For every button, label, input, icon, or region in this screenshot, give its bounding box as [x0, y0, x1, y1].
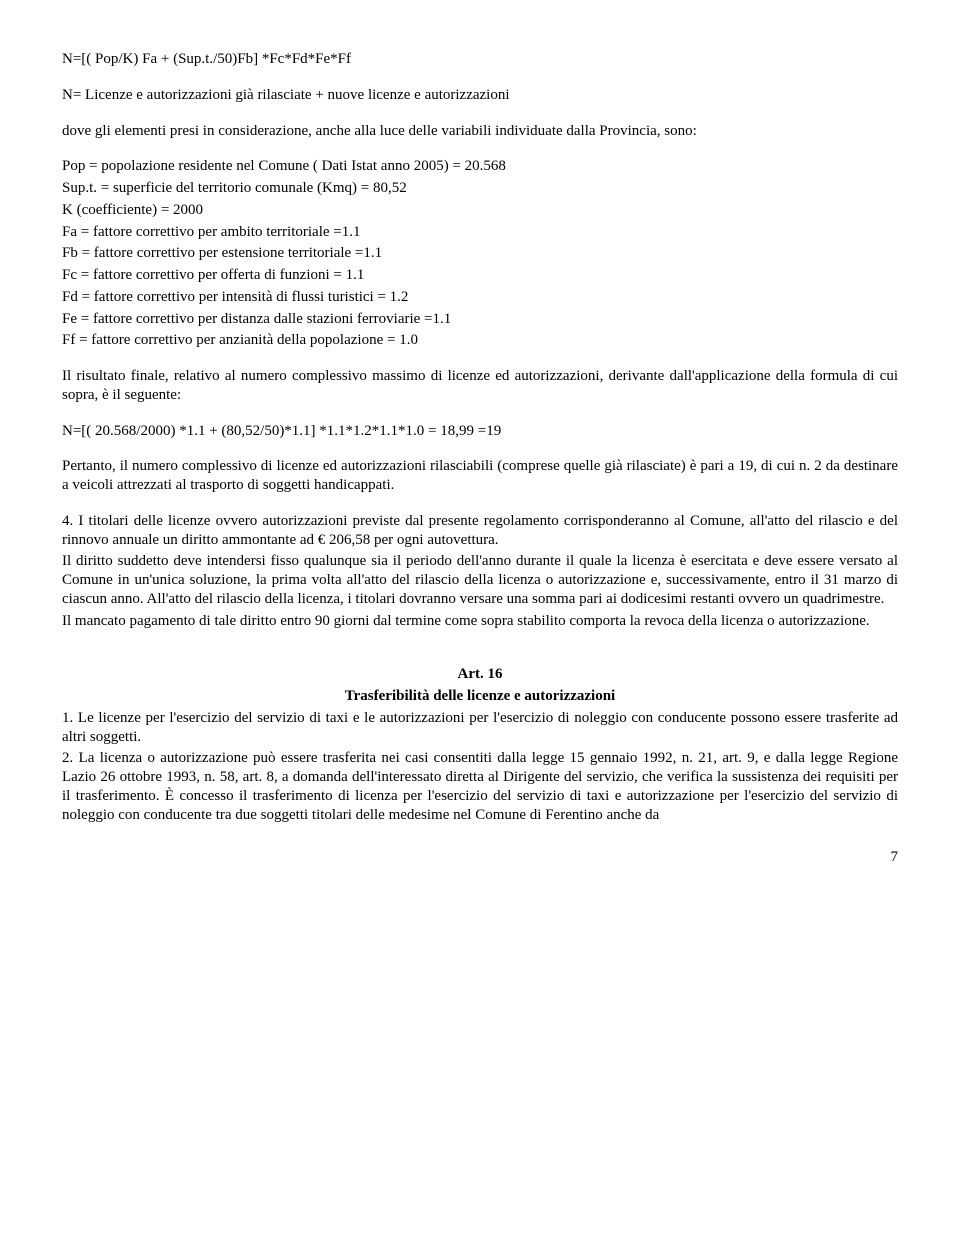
- var-ff: Ff = fattore correttivo per anzianità de…: [62, 331, 898, 350]
- var-fd: Fd = fattore correttivo per intensità di…: [62, 288, 898, 307]
- var-fe: Fe = fattore correttivo per distanza dal…: [62, 310, 898, 329]
- var-fa: Fa = fattore correttivo per ambito terri…: [62, 223, 898, 242]
- definition-line: N= Licenze e autorizzazioni già rilascia…: [62, 86, 898, 105]
- var-supt: Sup.t. = superficie del territorio comun…: [62, 179, 898, 198]
- var-fb: Fb = fattore correttivo per estensione t…: [62, 244, 898, 263]
- result-formula: N=[( 20.568/2000) *1.1 + (80,52/50)*1.1]…: [62, 422, 898, 441]
- clause-4: 4. I titolari delle licenze ovvero autor…: [62, 512, 898, 550]
- page-number: 7: [62, 848, 898, 867]
- article-title: Trasferibilità delle licenze e autorizza…: [62, 687, 898, 706]
- var-pop: Pop = popolazione residente nel Comune (…: [62, 157, 898, 176]
- pertanto-paragraph: Pertanto, il numero complessivo di licen…: [62, 457, 898, 495]
- var-fc: Fc = fattore correttivo per offerta di f…: [62, 266, 898, 285]
- diritto-paragraph: Il diritto suddetto deve intendersi fiss…: [62, 552, 898, 608]
- article-clause-2: 2. La licenza o autorizzazione può esser…: [62, 749, 898, 824]
- var-k: K (coefficiente) = 2000: [62, 201, 898, 220]
- result-intro: Il risultato finale, relativo al numero …: [62, 367, 898, 405]
- article-clause-1: 1. Le licenze per l'esercizio del serviz…: [62, 709, 898, 747]
- formula-header: N=[( Pop/K) Fa + (Sup.t./50)Fb] *Fc*Fd*F…: [62, 50, 898, 69]
- where-clause: dove gli elementi presi in considerazion…: [62, 122, 898, 141]
- mancato-paragraph: Il mancato pagamento di tale diritto ent…: [62, 612, 898, 631]
- article-number: Art. 16: [62, 665, 898, 684]
